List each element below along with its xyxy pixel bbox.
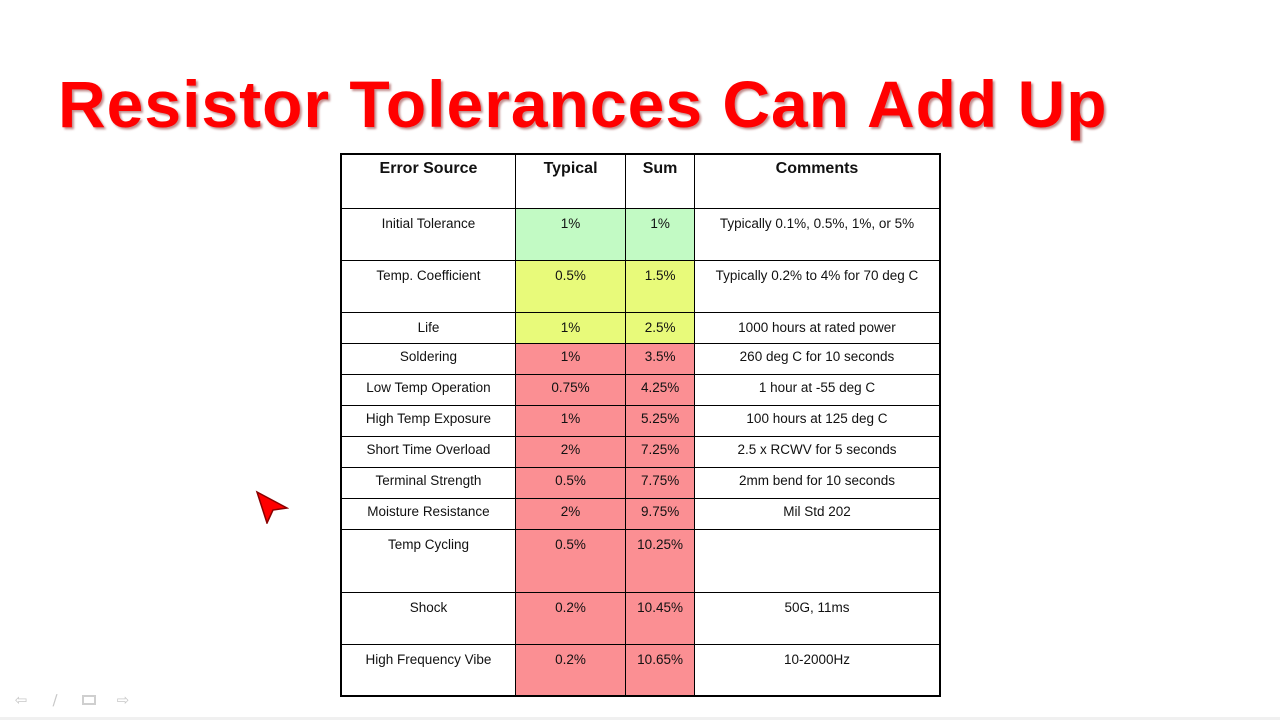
table-row: Soldering 1% 3.5% 260 deg C for 10 seconds bbox=[340, 342, 941, 375]
cell-comment: 100 hours at 125 deg C bbox=[693, 404, 941, 437]
pen-icon[interactable]: ∕ bbox=[52, 691, 58, 709]
slide-title: Resistor Tolerances Can Add Up bbox=[58, 67, 1108, 141]
cell-error-source: Terminal Strength bbox=[340, 466, 516, 499]
cell-sum: 1% bbox=[625, 207, 695, 261]
table-row: High Temp Exposure 1% 5.25% 100 hours at 12… bbox=[340, 404, 941, 437]
cell-error-source: Temp Cycling bbox=[340, 528, 516, 593]
cell-error-source: Temp. Coefficient bbox=[340, 259, 516, 313]
table-body: Initial Tolerance 1% 1% Typically 0.1%, 0.5… bbox=[340, 207, 941, 697]
arrow-left-icon[interactable]: ⇦ bbox=[14, 691, 28, 709]
cell-typical: 0.2% bbox=[514, 591, 627, 645]
header-comments: Comments bbox=[693, 153, 941, 209]
cell-comment: 2.5 x RCWV for 5 seconds bbox=[693, 435, 941, 468]
cell-comment: 1 hour at -55 deg C bbox=[693, 373, 941, 406]
cell-sum: 10.65% bbox=[625, 643, 695, 697]
table-row: Short Time Overload 2% 7.25% 2.5 x RCWV for… bbox=[340, 435, 941, 468]
cell-error-source: Low Temp Operation bbox=[340, 373, 516, 406]
cell-error-source: Short Time Overload bbox=[340, 435, 516, 468]
cell-typical: 0.5% bbox=[514, 259, 627, 313]
pointer-arrow-icon bbox=[255, 490, 289, 524]
cell-typical: 1% bbox=[514, 311, 627, 344]
table-row: Moisture Resistance 2% 9.75% Mil Std 202 bbox=[340, 497, 941, 530]
cell-typical: 2% bbox=[514, 435, 627, 468]
cell-typical: 0.2% bbox=[514, 643, 627, 697]
table-row: Temp. Coefficient 0.5% 1.5% Typically 0.2% … bbox=[340, 259, 941, 313]
cell-error-source: Moisture Resistance bbox=[340, 497, 516, 530]
cell-comment: Typically 0.2% to 4% for 70 deg C bbox=[693, 259, 941, 313]
cell-typical: 0.5% bbox=[514, 528, 627, 593]
arrow-right-icon[interactable]: ⇨ bbox=[116, 691, 130, 709]
cell-sum: 9.75% bbox=[625, 497, 695, 530]
cell-typical: 0.5% bbox=[514, 466, 627, 499]
table-row: Terminal Strength 0.5% 7.75% 2mm bend for 1… bbox=[340, 466, 941, 499]
table-header-row: Error Source Typical Sum Comments bbox=[340, 153, 941, 209]
table-row: Shock 0.2% 10.45% 50G, 11ms bbox=[340, 591, 941, 645]
cell-sum: 1.5% bbox=[625, 259, 695, 313]
cell-sum: 3.5% bbox=[625, 342, 695, 375]
cell-comment: 260 deg C for 10 seconds bbox=[693, 342, 941, 375]
cell-comment: 10-2000Hz bbox=[693, 643, 941, 697]
cell-typical: 1% bbox=[514, 404, 627, 437]
cell-typical: 0.75% bbox=[514, 373, 627, 406]
cell-sum: 2.5% bbox=[625, 311, 695, 344]
slide-navigation: ⇦ ∕ ⇨ bbox=[10, 690, 134, 710]
cell-comment: 50G, 11ms bbox=[693, 591, 941, 645]
cell-comment: Typically 0.1%, 0.5%, 1%, or 5% bbox=[693, 207, 941, 261]
tolerance-table: Error Source Typical Sum Comments Initia… bbox=[340, 153, 941, 697]
cell-error-source: High Temp Exposure bbox=[340, 404, 516, 437]
header-error-source: Error Source bbox=[340, 153, 516, 209]
cell-comment: 2mm bend for 10 seconds bbox=[693, 466, 941, 499]
cell-comment: 1000 hours at rated power bbox=[693, 311, 941, 344]
header-typical: Typical bbox=[514, 153, 627, 209]
cell-error-source: Life bbox=[340, 311, 516, 344]
cell-comment bbox=[693, 528, 941, 593]
cell-error-source: High Frequency Vibe bbox=[340, 643, 516, 697]
table-row: Life 1% 2.5% 1000 hours at rated power bbox=[340, 311, 941, 344]
slide-icon[interactable] bbox=[78, 690, 100, 710]
bottom-divider bbox=[0, 717, 1280, 720]
cell-error-source: Shock bbox=[340, 591, 516, 645]
cell-sum: 4.25% bbox=[625, 373, 695, 406]
cell-sum: 7.75% bbox=[625, 466, 695, 499]
cell-error-source: Initial Tolerance bbox=[340, 207, 516, 261]
table-row: Low Temp Operation 0.75% 4.25% 1 hour at -5… bbox=[340, 373, 941, 406]
cell-sum: 7.25% bbox=[625, 435, 695, 468]
cell-sum: 10.45% bbox=[625, 591, 695, 645]
cell-typical: 1% bbox=[514, 342, 627, 375]
table-row: High Frequency Vibe 0.2% 10.65% 10-2000Hz bbox=[340, 643, 941, 697]
table-row: Temp Cycling 0.5% 10.25% bbox=[340, 528, 941, 593]
cell-typical: 2% bbox=[514, 497, 627, 530]
cell-sum: 5.25% bbox=[625, 404, 695, 437]
table-row: Initial Tolerance 1% 1% Typically 0.1%, 0.5… bbox=[340, 207, 941, 261]
header-sum: Sum bbox=[625, 153, 695, 209]
cell-error-source: Soldering bbox=[340, 342, 516, 375]
cell-comment: Mil Std 202 bbox=[693, 497, 941, 530]
cell-typical: 1% bbox=[514, 207, 627, 261]
cell-sum: 10.25% bbox=[625, 528, 695, 593]
